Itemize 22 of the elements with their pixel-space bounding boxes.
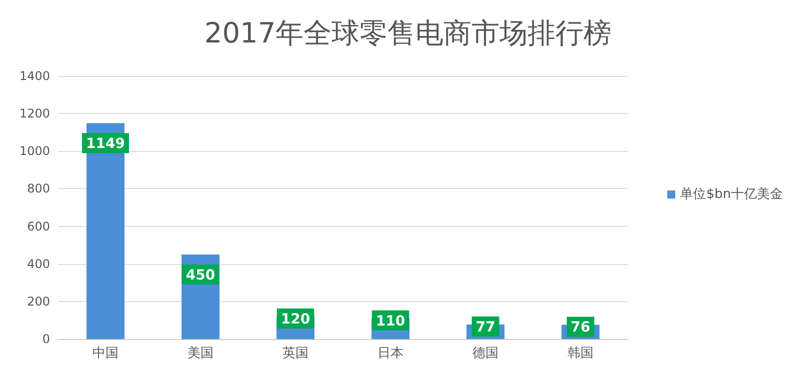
data-label: 450 xyxy=(186,267,216,284)
x-tick-label: 德国 xyxy=(472,346,498,361)
x-tick-label: 中国 xyxy=(92,346,118,361)
y-tick-label: 400 xyxy=(27,256,50,271)
y-tick-label: 1000 xyxy=(19,144,50,158)
y-tick-label: 1200 xyxy=(19,106,50,121)
chart-title: 2017年全球零售电商市场排行榜 xyxy=(204,16,612,50)
y-tick-label: 600 xyxy=(27,219,50,234)
data-label: 1149 xyxy=(86,136,125,152)
data-label: 77 xyxy=(476,320,496,336)
x-tick-label: 日本 xyxy=(378,346,404,361)
x-tick-label: 美国 xyxy=(188,345,214,361)
y-tick-label: 200 xyxy=(27,294,50,308)
y-tick-label: 0 xyxy=(42,332,50,346)
data-label: 110 xyxy=(376,313,406,330)
legend-label: 单位$bn十亿美金 xyxy=(680,186,784,202)
y-tick-label: 800 xyxy=(27,182,50,196)
data-label: 76 xyxy=(570,320,590,336)
y-tick-label: 1400 xyxy=(19,69,50,83)
x-tick-label: 英国 xyxy=(282,346,308,361)
x-tick-label: 韩国 xyxy=(568,346,594,361)
data-label: 120 xyxy=(280,311,310,328)
